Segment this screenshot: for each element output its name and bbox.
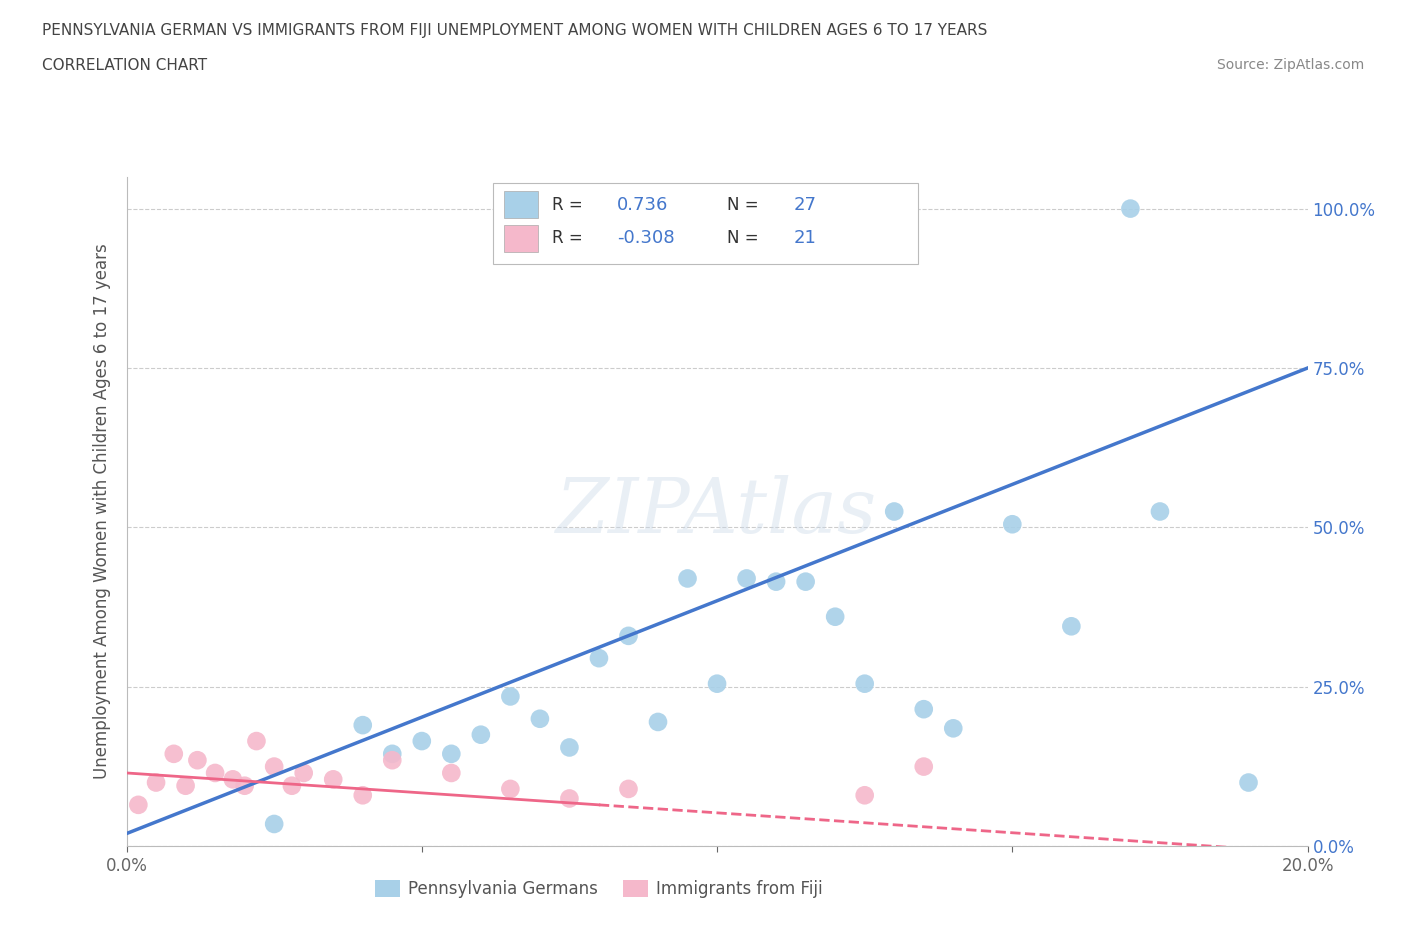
Point bbox=[411, 734, 433, 749]
Text: 21: 21 bbox=[794, 230, 817, 247]
Point bbox=[263, 817, 285, 831]
Point bbox=[352, 718, 374, 733]
Point bbox=[499, 689, 522, 704]
Point bbox=[853, 676, 876, 691]
Point bbox=[1119, 201, 1142, 216]
Point bbox=[558, 791, 581, 806]
Text: R =: R = bbox=[551, 230, 582, 247]
Point bbox=[281, 778, 304, 793]
Text: R =: R = bbox=[551, 196, 582, 214]
Point bbox=[824, 609, 846, 624]
Point bbox=[292, 765, 315, 780]
FancyBboxPatch shape bbox=[505, 225, 537, 252]
Point bbox=[647, 714, 669, 729]
Point bbox=[174, 778, 197, 793]
Point bbox=[222, 772, 245, 787]
Point bbox=[233, 778, 256, 793]
Legend: Pennsylvania Germans, Immigrants from Fiji: Pennsylvania Germans, Immigrants from Fi… bbox=[368, 873, 830, 905]
Text: ZIPAtlas: ZIPAtlas bbox=[557, 474, 877, 549]
Point bbox=[558, 740, 581, 755]
Point bbox=[794, 574, 817, 589]
Point bbox=[263, 759, 285, 774]
Point bbox=[735, 571, 758, 586]
Text: CORRELATION CHART: CORRELATION CHART bbox=[42, 58, 207, 73]
Point bbox=[186, 752, 208, 767]
Point bbox=[381, 747, 404, 762]
Point bbox=[1001, 517, 1024, 532]
Point bbox=[617, 629, 640, 644]
Text: -0.308: -0.308 bbox=[617, 230, 675, 247]
Point bbox=[676, 571, 699, 586]
Point bbox=[1060, 618, 1083, 633]
Text: N =: N = bbox=[727, 230, 758, 247]
Point bbox=[381, 752, 404, 767]
FancyBboxPatch shape bbox=[492, 183, 918, 264]
Point bbox=[204, 765, 226, 780]
Point bbox=[440, 765, 463, 780]
Text: Source: ZipAtlas.com: Source: ZipAtlas.com bbox=[1216, 58, 1364, 72]
Point bbox=[499, 781, 522, 796]
Y-axis label: Unemployment Among Women with Children Ages 6 to 17 years: Unemployment Among Women with Children A… bbox=[93, 244, 111, 779]
Point bbox=[352, 788, 374, 803]
Point bbox=[942, 721, 965, 736]
Point bbox=[883, 504, 905, 519]
Text: 27: 27 bbox=[794, 196, 817, 214]
Point bbox=[440, 747, 463, 762]
Point bbox=[1149, 504, 1171, 519]
Point bbox=[912, 759, 935, 774]
Point bbox=[617, 781, 640, 796]
Point bbox=[765, 574, 787, 589]
Point bbox=[1237, 775, 1260, 790]
Point bbox=[145, 775, 167, 790]
Text: 0.736: 0.736 bbox=[617, 196, 668, 214]
Point bbox=[529, 711, 551, 726]
Point bbox=[470, 727, 492, 742]
Point bbox=[588, 651, 610, 666]
Text: PENNSYLVANIA GERMAN VS IMMIGRANTS FROM FIJI UNEMPLOYMENT AMONG WOMEN WITH CHILDR: PENNSYLVANIA GERMAN VS IMMIGRANTS FROM F… bbox=[42, 23, 987, 38]
Point bbox=[245, 734, 267, 749]
Point bbox=[127, 797, 149, 812]
Point bbox=[322, 772, 344, 787]
Point bbox=[706, 676, 728, 691]
Point bbox=[163, 747, 186, 762]
Point bbox=[912, 702, 935, 717]
Point bbox=[853, 788, 876, 803]
FancyBboxPatch shape bbox=[505, 192, 537, 219]
Text: N =: N = bbox=[727, 196, 758, 214]
